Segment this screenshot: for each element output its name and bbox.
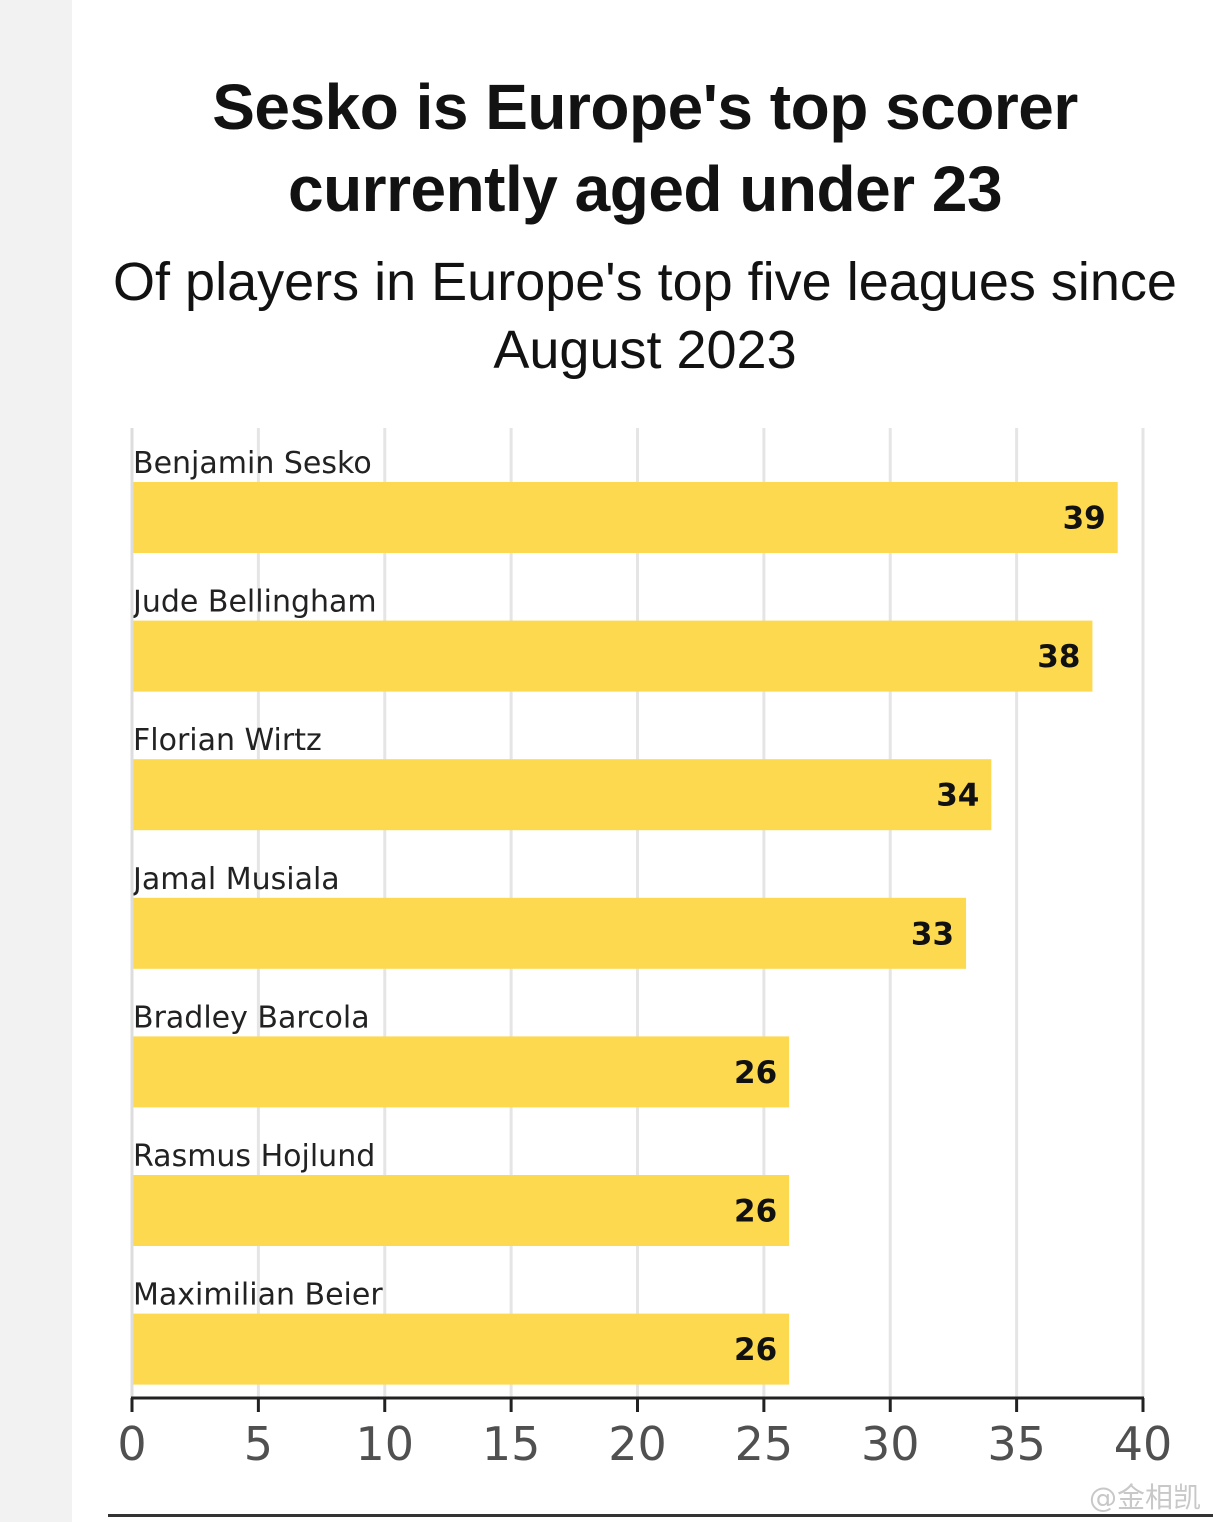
left-margin-strip (0, 0, 72, 1522)
footer-rule (108, 1514, 1213, 1517)
category-label: Jamal Musiala (131, 862, 340, 897)
category-label: Florian Wirtz (133, 723, 322, 758)
bar (132, 897, 967, 969)
bar (132, 1313, 790, 1385)
chart-subtitle: Of players in Europe's top five leagues … (113, 252, 1177, 380)
value-label: 33 (911, 916, 954, 952)
value-label: 39 (1063, 501, 1106, 537)
bar (132, 759, 992, 831)
bar (132, 1175, 790, 1246)
category-label: Rasmus Hojlund (133, 1139, 375, 1174)
category-label: Maximilian Beier (133, 1278, 383, 1313)
x-tick-label: 40 (1114, 1417, 1173, 1471)
x-tick-label: 30 (861, 1417, 920, 1471)
value-label: 38 (1037, 639, 1080, 675)
value-label: 26 (734, 1055, 777, 1091)
category-label: Benjamin Sesko (133, 446, 372, 481)
value-label: 26 (734, 1332, 777, 1368)
bar (132, 620, 1093, 692)
x-tick-label: 20 (608, 1417, 667, 1471)
x-tick-label: 0 (117, 1417, 146, 1471)
x-tick-label: 10 (355, 1417, 414, 1471)
x-tick-label: 35 (987, 1417, 1046, 1471)
bar (132, 482, 1118, 553)
watermark: @金相凯 (1088, 1481, 1201, 1514)
value-label: 34 (936, 778, 979, 814)
category-label: Jude Bellingham (131, 585, 377, 620)
x-tick-label: 5 (244, 1417, 273, 1471)
bar (132, 1036, 790, 1108)
chart-title: Sesko is Europe's top scorer currently a… (212, 71, 1078, 225)
x-tick-label: 15 (482, 1417, 541, 1471)
category-label: Bradley Barcola (133, 1000, 370, 1035)
x-tick-label: 25 (735, 1417, 794, 1471)
value-label: 26 (734, 1194, 777, 1230)
